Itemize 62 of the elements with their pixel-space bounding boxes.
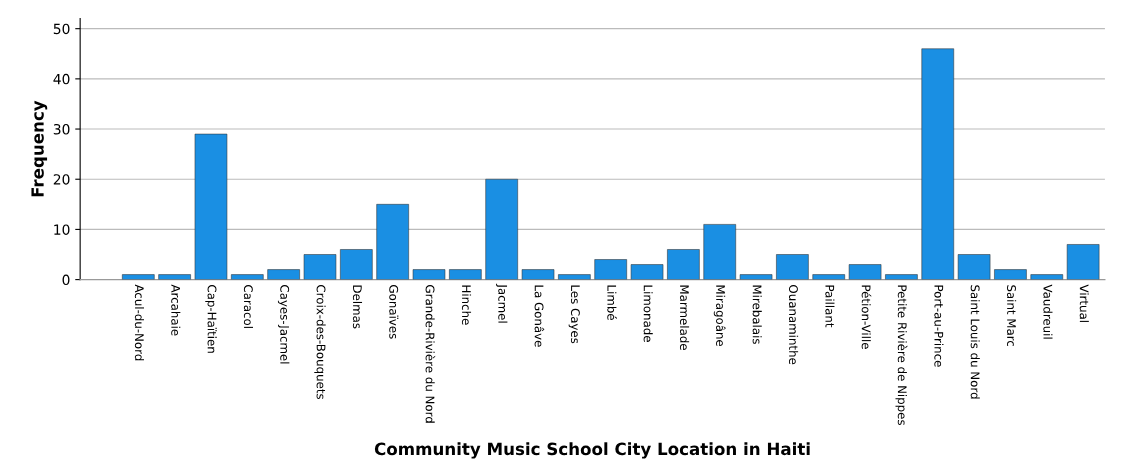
bar [231, 274, 264, 280]
bar [703, 224, 736, 280]
x-tick-label: Jacmel [496, 283, 508, 323]
x-tick-label: Petite Rivière de Nippes [895, 285, 908, 426]
x-tick-label: Cayes-Jacmel [277, 285, 290, 364]
bar [412, 269, 446, 280]
bar [449, 269, 482, 280]
bar [158, 274, 191, 280]
x-tick-label: Acul-du-Nord [134, 284, 145, 361]
bar [267, 269, 300, 280]
bar [521, 269, 555, 280]
bar [994, 269, 1027, 280]
x-tick-label: Delmas [352, 285, 363, 329]
bar [885, 274, 918, 280]
bar [558, 274, 591, 280]
y-tick-label: 30 [53, 124, 70, 135]
x-tick-label: Grande-Rivière du Nord [425, 285, 436, 423]
bar [485, 178, 518, 280]
x-tick-label: Port-au-Prince [934, 285, 944, 367]
x-tick-label: Caracol [243, 285, 254, 328]
x-tick-label: Saint Marc [1007, 285, 1017, 347]
bar [957, 254, 991, 280]
bar [739, 274, 773, 280]
bar [340, 249, 373, 280]
x-tick-label: La Gonâve [534, 285, 545, 347]
x-tick-label: Marmelade [679, 285, 690, 350]
y-tick-label: 0 [62, 274, 70, 286]
x-tick-label: Ouanaminthe [788, 285, 799, 365]
x-tick-label: Paillant [825, 285, 835, 328]
y-tick-label: 40 [53, 73, 70, 85]
bar [376, 204, 409, 280]
y-tick-label: 10 [54, 224, 70, 235]
bar [667, 249, 700, 280]
bar [1030, 274, 1064, 280]
x-tick-label: Vaudreuil [1043, 284, 1053, 339]
x-axis-title: Community Music School City Location in Haiti [374, 442, 810, 459]
bar [776, 254, 809, 280]
x-tick-label: Virtual [1079, 284, 1089, 322]
x-tick-label: Miragoâne [713, 285, 726, 347]
x-tick-label: Pétion-Ville [861, 285, 872, 349]
bar [630, 264, 664, 280]
x-tick-label: Les Cayes [568, 285, 580, 344]
bar [303, 254, 337, 280]
x-tick-label: Croix-des-Bouquets [314, 285, 326, 400]
bar [812, 274, 846, 280]
bar [1066, 244, 1100, 280]
bar [921, 48, 955, 280]
bar [122, 274, 155, 280]
x-tick-label: Limonade [643, 285, 653, 342]
x-tick-label: Cap-Haïtien [205, 285, 217, 353]
y-tick-label: 50 [53, 23, 70, 35]
x-tick-label: Gonaïves [389, 285, 399, 339]
x-tick-label: Arcahaie [171, 284, 181, 336]
y-tick-label: 20 [53, 174, 70, 185]
bar [194, 133, 228, 280]
x-tick-label: Saint Louis du Nord [970, 285, 980, 399]
y-axis-title: Frequency [31, 100, 48, 197]
bar [848, 264, 882, 280]
x-tick-label: Mirebalais [752, 285, 762, 344]
bar [594, 259, 627, 280]
x-tick-label: Hinche [461, 285, 472, 325]
x-tick-label: Limbé [607, 285, 617, 320]
